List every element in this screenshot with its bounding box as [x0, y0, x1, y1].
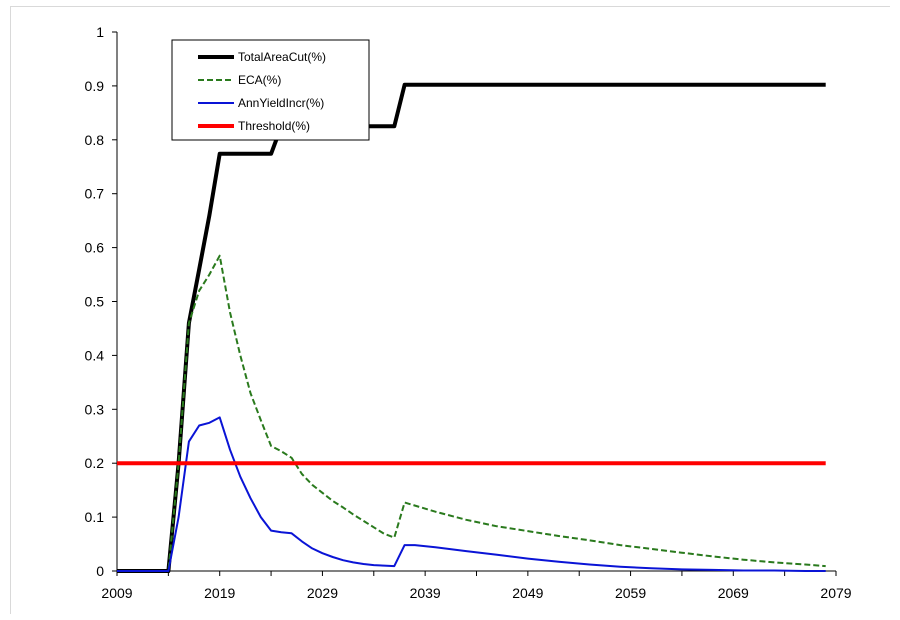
legend: TotalAreaCut(%) ECA(%) AnnYieldIncr(%) Thre… [171, 39, 370, 141]
x-tick-label: 2029 [307, 585, 338, 601]
legend-label: TotalAreaCut(%) [238, 50, 326, 64]
legend-label: ECA(%) [238, 73, 281, 87]
y-tick-label: 0.1 [85, 509, 105, 525]
series-line [117, 254, 826, 572]
y-tick-label: 0.7 [85, 186, 105, 202]
x-tick-label: 2049 [512, 585, 543, 601]
y-tick-label: 0.8 [85, 132, 105, 148]
series-line [117, 416, 826, 572]
x-tick-label: 2079 [820, 585, 851, 601]
y-tick-label: 1 [96, 24, 104, 40]
y-tick-label: 0.5 [85, 294, 105, 310]
y-tick-label: 0.9 [85, 78, 105, 94]
y-tick-label: 0.4 [85, 347, 105, 363]
y-tick-label: 0.2 [85, 455, 105, 471]
y-tick-label: 0.3 [85, 401, 105, 417]
y-tick-label: 0.6 [85, 240, 105, 256]
series-line [117, 82, 826, 573]
y-tick-label: 0 [96, 563, 104, 579]
x-tick-label: 2039 [410, 585, 441, 601]
x-tick-label: 2059 [615, 585, 646, 601]
x-tick-label: 2019 [204, 585, 235, 601]
chart-frame [10, 6, 890, 614]
legend-label: Threshold(%) [238, 119, 310, 133]
x-tick-label: 2069 [718, 585, 749, 601]
legend-label: AnnYieldIncr(%) [238, 96, 324, 110]
x-tick-label: 2009 [101, 585, 132, 601]
